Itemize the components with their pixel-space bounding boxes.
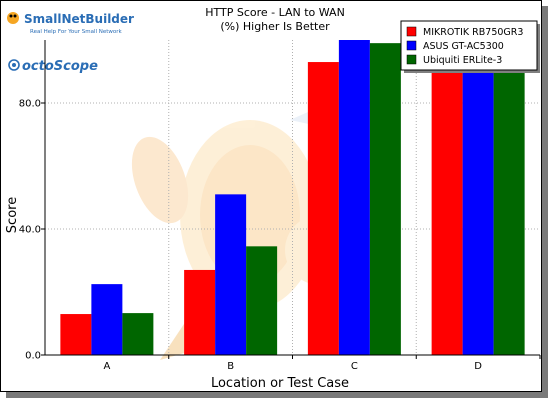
- bar-C-2: [369, 43, 401, 356]
- legend: MIKROTIK RB750GR3 ASUS GT-AC5300 Ubiquiti …: [400, 20, 540, 73]
- bar-A-2: [122, 313, 154, 355]
- x-tick-label: A: [103, 361, 110, 372]
- bar-C-1: [338, 40, 370, 355]
- bars: [60, 40, 525, 356]
- logo-tagline: Real Help For Your Small Network: [30, 29, 123, 35]
- logo-main-text: SmallNetBuilder: [24, 12, 134, 26]
- bar-D-0: [431, 43, 463, 356]
- legend-label: ASUS GT-AC5300: [423, 41, 504, 52]
- legend-box: [400, 20, 538, 71]
- logo-secondary-text: octoScope: [22, 59, 98, 74]
- x-axis-label: Location or Test Case: [211, 376, 349, 391]
- axes: [41, 40, 541, 359]
- bar-C-0: [307, 62, 339, 356]
- y-axis-label: Score: [5, 197, 20, 233]
- x-tick-label: D: [474, 361, 482, 372]
- legend-swatch: [406, 26, 417, 37]
- y-tick-label: 80.0: [19, 99, 41, 110]
- bar-D-2: [493, 40, 525, 355]
- bar-A-0: [60, 314, 92, 355]
- bar-B-2: [246, 246, 278, 355]
- octoscope-logo: octoScope: [8, 59, 98, 74]
- legend-swatch: [406, 40, 417, 51]
- chart-subtitle: (%) Higher Is Better: [220, 20, 330, 33]
- y-tick-label: 40.0: [19, 225, 41, 236]
- legend-label: MIKROTIK RB750GR3: [423, 27, 523, 38]
- legend-swatch: [406, 54, 417, 65]
- bar-D-1: [462, 40, 494, 355]
- y-tick-label: 0.0: [25, 351, 41, 362]
- bar-A-1: [91, 284, 123, 355]
- legend-label: Ubiquiti ERLite-3: [423, 55, 502, 66]
- bar-B-0: [184, 269, 216, 355]
- x-tick-label: C: [351, 361, 358, 372]
- bar-B-1: [215, 194, 247, 355]
- smallnetbuilder-logo: SmallNetBuilder Real Help For Your Small…: [7, 12, 134, 35]
- x-tick-label: B: [227, 361, 234, 372]
- chart-title: HTTP Score - LAN to WAN: [205, 6, 345, 19]
- tick-labels: 0.0 40.0 80.0 A B C D: [19, 99, 483, 373]
